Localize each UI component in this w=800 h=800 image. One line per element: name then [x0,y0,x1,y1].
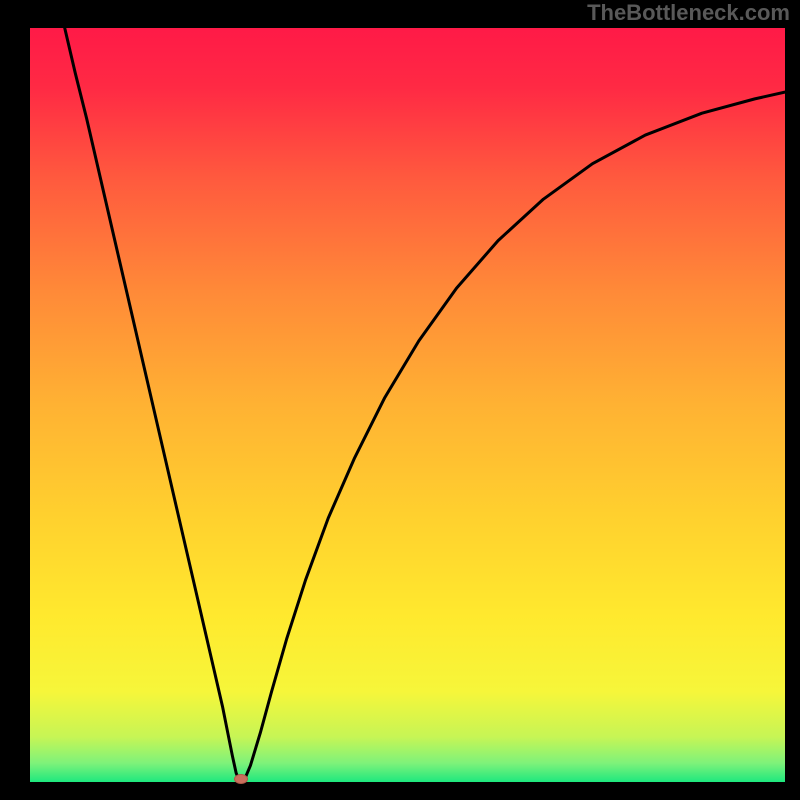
watermark-text: TheBottleneck.com [587,0,790,26]
minimum-point-marker [234,774,248,784]
plot-area [30,28,785,782]
bottleneck-curve [30,28,785,782]
chart-container: TheBottleneck.com [0,0,800,800]
